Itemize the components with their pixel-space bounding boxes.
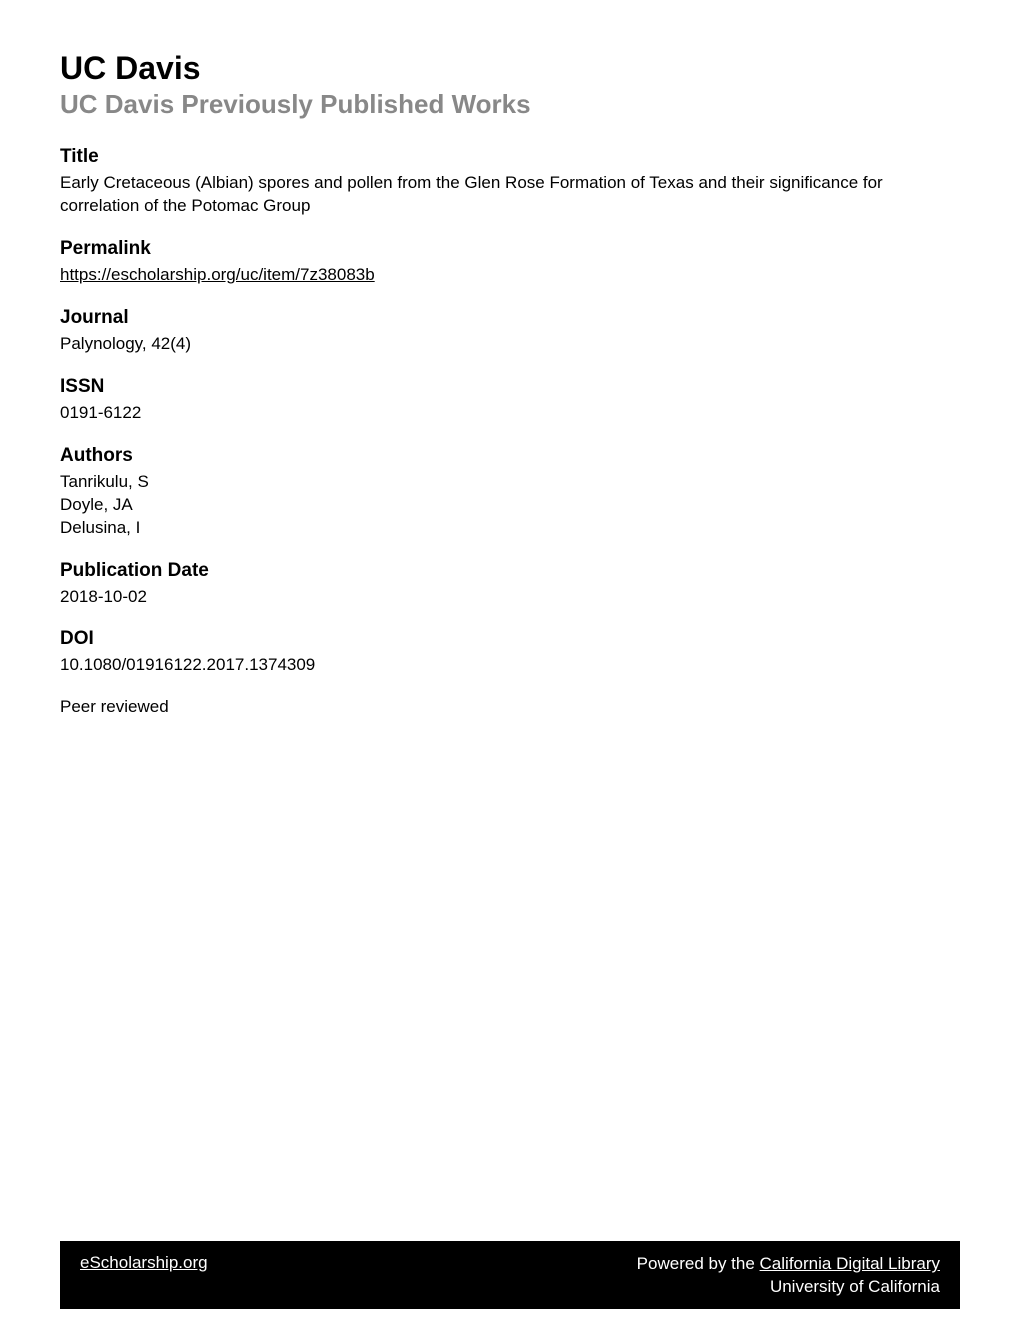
publication-date-text: 2018-10-02	[60, 586, 960, 609]
permalink-url[interactable]: https://escholarship.org/uc/item/7z38083…	[60, 264, 960, 287]
journal-text: Palynology, 42(4)	[60, 333, 960, 356]
page-footer: eScholarship.org Powered by the Californ…	[60, 1241, 960, 1309]
institution-name: UC Davis	[60, 50, 960, 87]
series-subtitle: UC Davis Previously Published Works	[60, 89, 960, 120]
title-heading: Title	[60, 146, 960, 168]
peer-reviewed-label: Peer reviewed	[60, 697, 960, 717]
author-item: Tanrikulu, S	[60, 471, 960, 494]
footer-university: University of California	[770, 1277, 940, 1296]
doi-text: 10.1080/01916122.2017.1374309	[60, 654, 960, 677]
footer-cdl-link[interactable]: California Digital Library	[760, 1254, 940, 1273]
journal-heading: Journal	[60, 307, 960, 329]
title-text: Early Cretaceous (Albian) spores and pol…	[60, 172, 960, 218]
issn-heading: ISSN	[60, 376, 960, 398]
publication-date-heading: Publication Date	[60, 560, 960, 582]
permalink-heading: Permalink	[60, 238, 960, 260]
footer-prefix: Powered by the	[637, 1254, 760, 1273]
footer-attribution: Powered by the California Digital Librar…	[637, 1253, 940, 1299]
author-item: Delusina, I	[60, 517, 960, 540]
doi-heading: DOI	[60, 628, 960, 650]
author-item: Doyle, JA	[60, 494, 960, 517]
page-content: UC Davis UC Davis Previously Published W…	[0, 0, 1020, 717]
issn-text: 0191-6122	[60, 402, 960, 425]
authors-list: Tanrikulu, S Doyle, JA Delusina, I	[60, 471, 960, 540]
authors-heading: Authors	[60, 445, 960, 467]
footer-escholarship-link[interactable]: eScholarship.org	[80, 1253, 208, 1273]
